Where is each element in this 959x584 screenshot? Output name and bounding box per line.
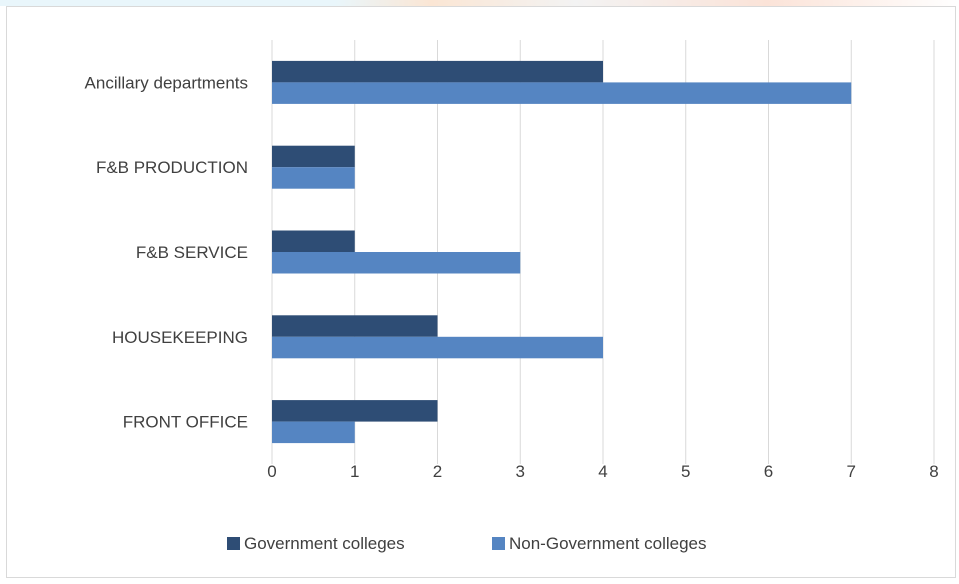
x-tick-label: 3 xyxy=(516,462,525,481)
legend-swatch xyxy=(492,537,505,550)
bar-non-government xyxy=(272,421,355,444)
bar-non-government xyxy=(272,336,603,359)
x-tick-label: 0 xyxy=(267,462,276,481)
category-label: F&B SERVICE xyxy=(136,243,248,262)
category-label: FRONT OFFICE xyxy=(123,413,248,432)
bar-government xyxy=(272,400,438,422)
x-tick-label: 2 xyxy=(433,462,442,481)
x-tick-label: 7 xyxy=(847,462,856,481)
legend-label: Government colleges xyxy=(244,534,405,553)
x-tick-label: 6 xyxy=(764,462,773,481)
legend-label: Non-Government colleges xyxy=(509,534,706,553)
bar-non-government xyxy=(272,82,852,104)
bar-government xyxy=(272,145,355,168)
category-labels: Ancillary departments F&B PRODUCTION F&B S… xyxy=(85,73,248,431)
bars xyxy=(272,60,852,444)
bar-government xyxy=(272,315,438,337)
bar-government xyxy=(272,60,603,83)
gridlines xyxy=(271,40,935,464)
chart-frame: Ancillary departments F&B PRODUCTION F&B S… xyxy=(6,6,956,578)
legend: Government colleges Non-Government colleg… xyxy=(227,534,706,553)
bar-chart: Ancillary departments F&B PRODUCTION F&B S… xyxy=(85,40,939,553)
category-label: Ancillary departments xyxy=(85,73,248,92)
x-tick-labels: 0 1 2 3 4 5 6 7 8 xyxy=(267,462,938,481)
x-tick-label: 4 xyxy=(598,462,607,481)
legend-swatch xyxy=(227,537,240,550)
x-tick-label: 1 xyxy=(350,462,359,481)
bar-government xyxy=(272,230,355,252)
decorative-top-band xyxy=(0,0,959,6)
bar-non-government xyxy=(272,252,521,274)
bar-non-government xyxy=(272,167,355,189)
x-tick-label: 8 xyxy=(929,462,938,481)
category-label: F&B PRODUCTION xyxy=(96,158,248,177)
x-tick-label: 5 xyxy=(681,462,690,481)
category-label: HOUSEKEEPING xyxy=(112,328,248,347)
